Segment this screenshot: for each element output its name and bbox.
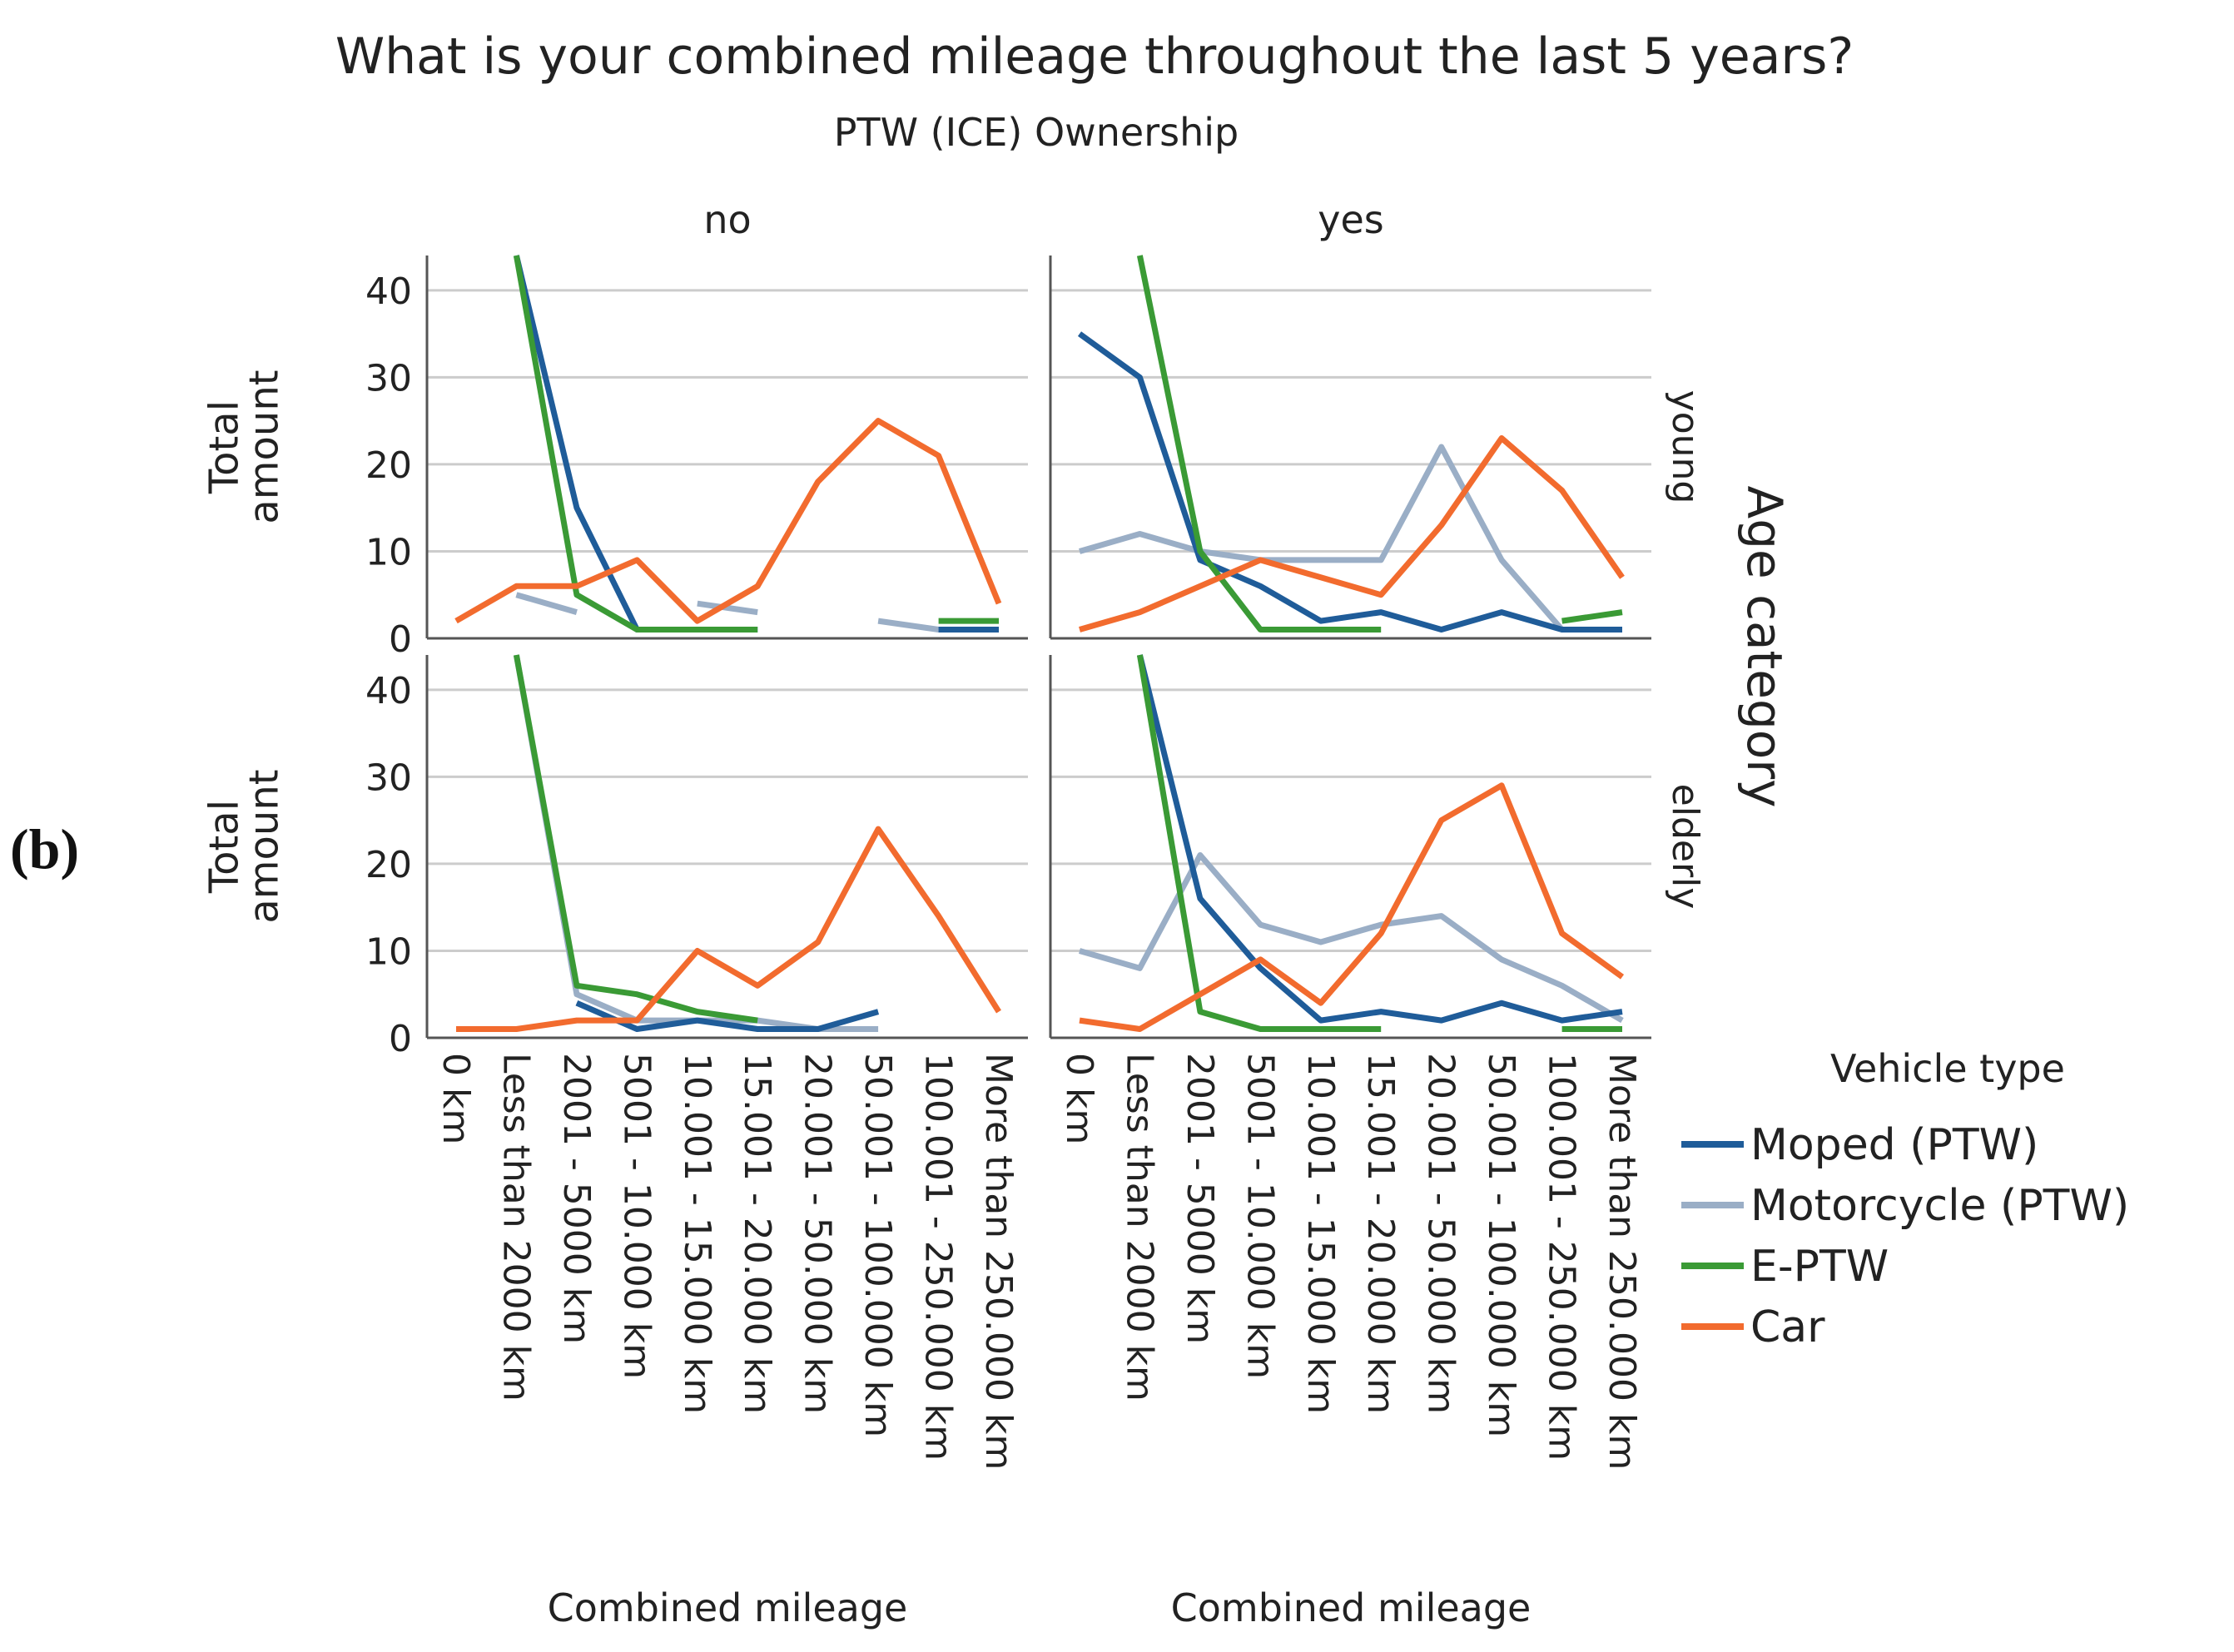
y-tick-label: 30 bbox=[365, 357, 412, 399]
legend-label-motorcycle-ptw: Motorcycle (PTW) bbox=[1750, 1181, 2129, 1231]
x-tick-label: 20.001 - 50.000 km bbox=[1420, 1053, 1462, 1414]
series-line-motorcycle-ptw-elderly-yes bbox=[1079, 852, 1624, 1024]
y-tick-label: 0 bbox=[389, 618, 412, 661]
y-axis-label: Totalamount bbox=[201, 769, 287, 923]
legend-label-car: Car bbox=[1750, 1302, 1825, 1352]
y-tick-label: 30 bbox=[365, 757, 412, 799]
column-facet-title: PTW (ICE) Ownership bbox=[834, 110, 1239, 155]
x-tick-label: 100.001 - 250.000 km bbox=[917, 1053, 960, 1461]
x-tick-label: 5001 - 10.000 km bbox=[1239, 1053, 1281, 1379]
y-tick-label: 20 bbox=[365, 844, 412, 886]
series-line-e-ptw-young-yes bbox=[1561, 609, 1623, 624]
x-tick-label: 0 km bbox=[1058, 1053, 1100, 1144]
panel-label: (b) bbox=[10, 817, 80, 881]
row-facet-title: Age category bbox=[1736, 486, 1793, 808]
series-line-motorcycle-ptw-young-no bbox=[515, 592, 578, 615]
row-facet-label-elderly: elderly bbox=[1664, 784, 1706, 910]
y-axis-label-line: amount bbox=[241, 370, 287, 523]
y-tick-label: 40 bbox=[365, 670, 412, 712]
x-tick-label: 10.001 - 15.000 km bbox=[1299, 1053, 1342, 1414]
y-tick-label: 10 bbox=[365, 531, 412, 573]
y-axis-label: Totalamount bbox=[201, 370, 287, 523]
series-line-car-elderly-no bbox=[456, 826, 1001, 1032]
x-tick-label: 100.001 - 250.000 km bbox=[1541, 1053, 1583, 1461]
y-axis-label-line: amount bbox=[241, 769, 287, 923]
series-line-car-elderly-yes bbox=[1079, 782, 1625, 1032]
x-tick-label: 2001 - 5000 km bbox=[1179, 1053, 1221, 1344]
series-line-e-ptw-elderly-no bbox=[513, 654, 758, 1024]
series-line-moped-ptw-young-yes bbox=[1077, 331, 1622, 633]
legend-title: Vehicle type bbox=[1830, 1046, 2065, 1091]
series-line-motorcycle-ptw-elderly-no bbox=[513, 654, 879, 1032]
series-line-car-young-yes bbox=[1079, 435, 1625, 633]
x-tick-label: 5001 - 10.000 km bbox=[615, 1053, 658, 1379]
x-tick-label: 15.001 - 20.000 km bbox=[736, 1053, 778, 1414]
x-tick-label: 50.001 - 100.000 km bbox=[1480, 1053, 1522, 1437]
x-tick-label: 0 km bbox=[434, 1053, 477, 1144]
legend-label-e-ptw: E-PTW bbox=[1750, 1242, 1889, 1292]
y-tick-label: 10 bbox=[365, 930, 412, 973]
series-line-car-young-no bbox=[454, 418, 1002, 624]
chart-title: What is your combined mileage throughout… bbox=[335, 27, 1854, 86]
series-line-e-ptw-elderly-yes bbox=[1136, 654, 1382, 1032]
row-facet-label-young: young bbox=[1664, 390, 1706, 504]
column-facet-label-no: no bbox=[703, 197, 751, 242]
x-tick-label: 50.001 - 100.000 km bbox=[856, 1053, 899, 1437]
legend-label-moped-ptw: Moped (PTW) bbox=[1750, 1120, 2038, 1170]
x-tick-label: 2001 - 5000 km bbox=[555, 1053, 598, 1344]
y-axis-label-line: Total bbox=[201, 800, 247, 894]
x-axis-label: Combined mileage bbox=[1171, 1585, 1532, 1630]
y-tick-label: 0 bbox=[389, 1018, 412, 1060]
series-line-e-ptw-young-yes bbox=[1136, 255, 1382, 633]
x-tick-label: 20.001 - 50.000 km bbox=[797, 1053, 839, 1414]
x-tick-label: Less than 2000 km bbox=[1118, 1053, 1160, 1401]
x-tick-label: More than 250.000 km bbox=[1601, 1053, 1643, 1470]
x-tick-label: More than 250.000 km bbox=[977, 1053, 1020, 1470]
y-tick-label: 40 bbox=[365, 270, 412, 313]
column-facet-label-yes: yes bbox=[1318, 197, 1384, 242]
x-tick-label: Less than 2000 km bbox=[494, 1053, 537, 1401]
y-tick-label: 20 bbox=[365, 444, 412, 487]
series-line-motorcycle-ptw-young-yes bbox=[1079, 444, 1622, 633]
x-tick-label: 15.001 - 20.000 km bbox=[1359, 1053, 1402, 1414]
series-line-motorcycle-ptw-young-no bbox=[697, 600, 758, 616]
x-tick-label: 10.001 - 15.000 km bbox=[676, 1053, 718, 1414]
y-axis-label-line: Total bbox=[201, 400, 247, 494]
series-line-moped-ptw-elderly-no bbox=[575, 1000, 880, 1032]
series-line-e-ptw-young-no bbox=[513, 255, 758, 633]
x-axis-label: Combined mileage bbox=[548, 1585, 908, 1630]
series-line-moped-ptw-elderly-yes bbox=[1137, 654, 1623, 1024]
